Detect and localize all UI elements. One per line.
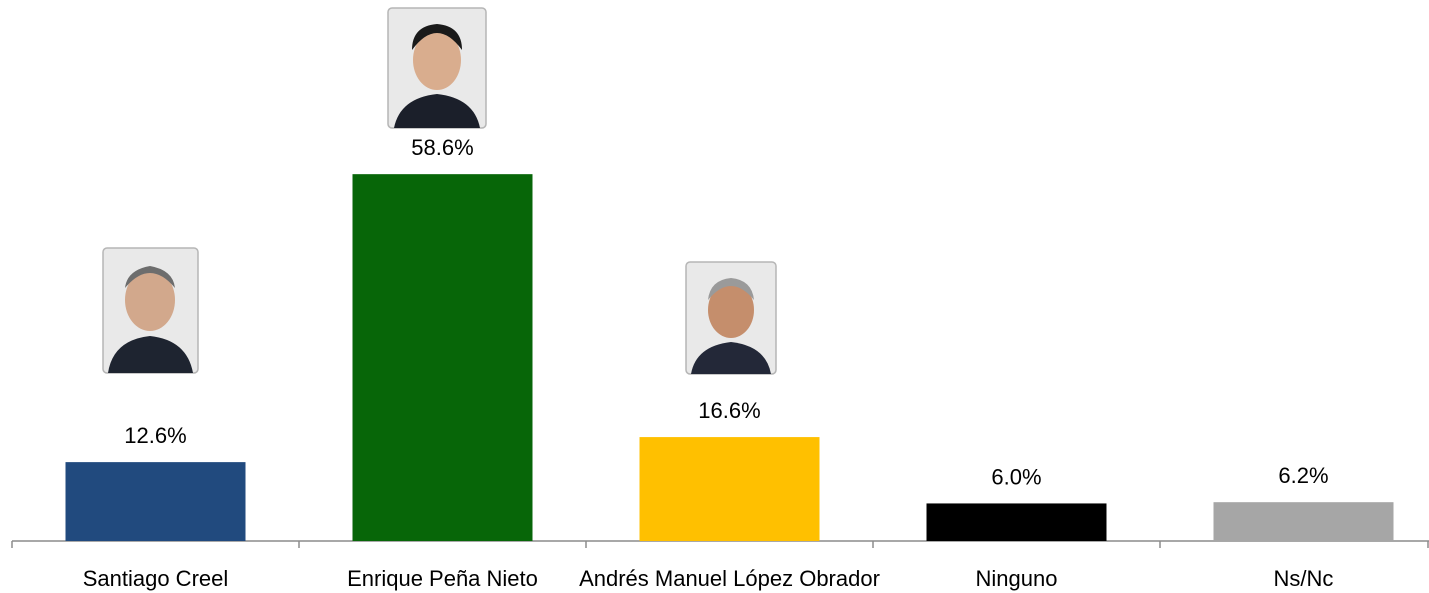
- data-label: 12.6%: [124, 423, 186, 448]
- x-tick-label: Andrés Manuel López Obrador: [579, 566, 880, 591]
- bar: [353, 174, 533, 541]
- chart: Santiago Creel 12.6% Enrique Peña Nieto 58.…: [0, 0, 1429, 593]
- portrait: [103, 248, 198, 373]
- portrait: [388, 8, 486, 128]
- data-label: 16.6%: [698, 398, 760, 423]
- x-tick-label: Ninguno: [976, 566, 1058, 591]
- bar: [66, 462, 246, 541]
- bar: [640, 437, 820, 541]
- x-tick-label: Ns/Nc: [1274, 566, 1334, 591]
- bar: [1214, 502, 1394, 541]
- data-label: 58.6%: [411, 135, 473, 160]
- data-label: 6.0%: [991, 464, 1041, 489]
- x-tick-label: Enrique Peña Nieto: [347, 566, 538, 591]
- bar: [927, 503, 1107, 541]
- x-tick-label: Santiago Creel: [83, 566, 229, 591]
- data-label: 6.2%: [1278, 463, 1328, 488]
- portrait: [686, 262, 776, 374]
